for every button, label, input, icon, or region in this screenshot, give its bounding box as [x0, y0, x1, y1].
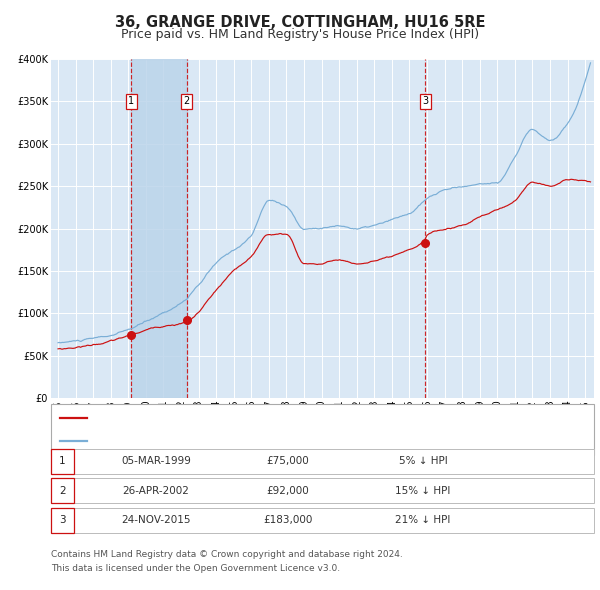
Text: 15% ↓ HPI: 15% ↓ HPI — [395, 486, 451, 496]
Text: 1: 1 — [59, 457, 66, 466]
Bar — [131, 59, 187, 398]
Text: 3: 3 — [59, 516, 66, 525]
Text: Price paid vs. HM Land Registry's House Price Index (HPI): Price paid vs. HM Land Registry's House … — [121, 28, 479, 41]
Text: 24-NOV-2015: 24-NOV-2015 — [121, 516, 191, 525]
Text: 26-APR-2002: 26-APR-2002 — [122, 486, 190, 496]
Text: £75,000: £75,000 — [266, 457, 310, 466]
Text: 05-MAR-1999: 05-MAR-1999 — [121, 457, 191, 466]
Text: 21% ↓ HPI: 21% ↓ HPI — [395, 516, 451, 525]
Text: 5% ↓ HPI: 5% ↓ HPI — [398, 457, 448, 466]
Text: 1: 1 — [128, 96, 134, 106]
Text: 36, GRANGE DRIVE, COTTINGHAM, HU16 5RE (detached house): 36, GRANGE DRIVE, COTTINGHAM, HU16 5RE (… — [94, 413, 424, 423]
Text: This data is licensed under the Open Government Licence v3.0.: This data is licensed under the Open Gov… — [51, 564, 340, 573]
Text: 2: 2 — [59, 486, 66, 496]
Text: 2: 2 — [184, 96, 190, 106]
Text: Contains HM Land Registry data © Crown copyright and database right 2024.: Contains HM Land Registry data © Crown c… — [51, 550, 403, 559]
Text: HPI: Average price, detached house, East Riding of Yorkshire: HPI: Average price, detached house, East… — [94, 436, 410, 446]
Text: £183,000: £183,000 — [263, 516, 313, 525]
Text: £92,000: £92,000 — [266, 486, 310, 496]
Text: 3: 3 — [422, 96, 428, 106]
Text: 36, GRANGE DRIVE, COTTINGHAM, HU16 5RE: 36, GRANGE DRIVE, COTTINGHAM, HU16 5RE — [115, 15, 485, 30]
